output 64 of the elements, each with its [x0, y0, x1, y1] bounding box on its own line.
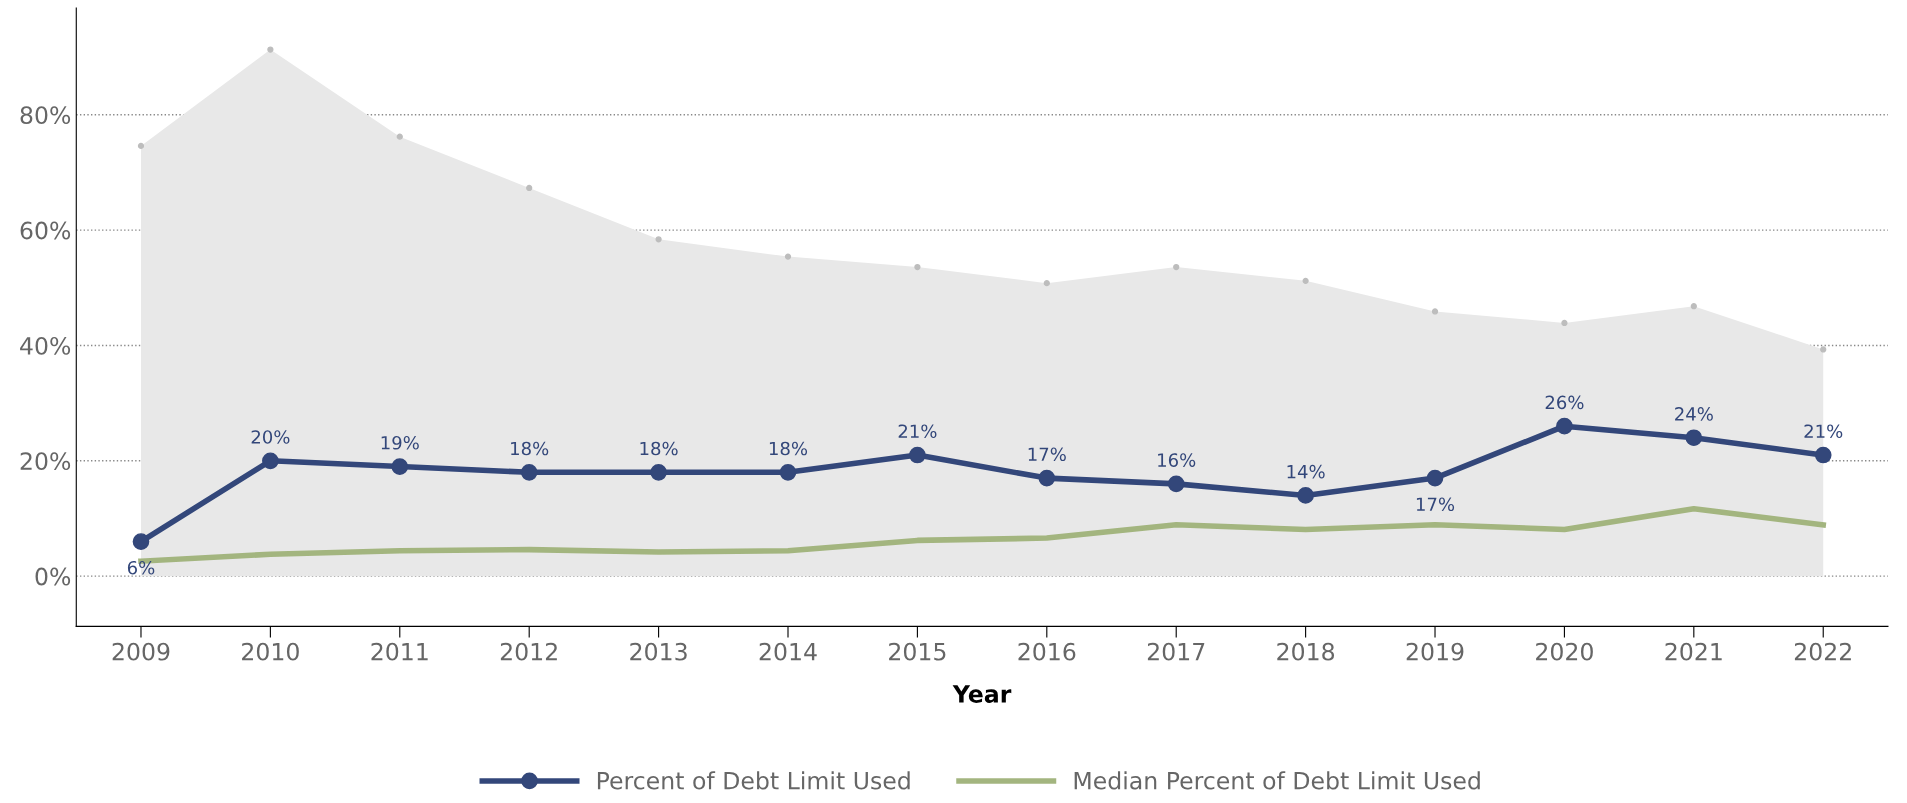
- data-label: 26%: [1545, 395, 1584, 410]
- x-tick-label: 2021: [1665, 642, 1722, 661]
- point: [1690, 303, 1697, 310]
- point: [1685, 429, 1703, 447]
- point: [1556, 417, 1573, 435]
- point: [1814, 446, 1832, 464]
- y-tick-label: 80%: [20, 106, 71, 125]
- point: [1302, 277, 1309, 284]
- point: [909, 446, 926, 464]
- point: [262, 452, 279, 470]
- x-tick-label: 2018: [1277, 642, 1335, 661]
- point: [914, 263, 921, 271]
- point: [1561, 319, 1568, 327]
- data-label: 17%: [1416, 497, 1455, 512]
- x-tick-label: 2019: [1406, 642, 1464, 661]
- x-tick-label: 2011: [371, 642, 428, 661]
- point: [1173, 263, 1180, 271]
- data-label: 21%: [898, 424, 937, 439]
- data-label: 17%: [1028, 447, 1066, 462]
- x-tick-label: 2012: [500, 642, 557, 661]
- x-tick-label: 2020: [1536, 642, 1593, 661]
- point: [784, 253, 792, 260]
- point: [132, 533, 150, 550]
- legend-label: Median Percent of Debt Limit Used: [1074, 771, 1480, 790]
- point: [526, 184, 533, 192]
- x-tick-label: 2014: [759, 642, 817, 661]
- point: [1431, 308, 1439, 315]
- y-tick-label: 40%: [20, 336, 71, 355]
- point: [779, 464, 797, 481]
- point: [1038, 469, 1056, 487]
- point: [391, 458, 409, 475]
- y-tick-label: 0%: [35, 567, 71, 586]
- data-label: 18%: [769, 441, 808, 456]
- data-label: 14%: [1287, 464, 1325, 479]
- point: [396, 133, 403, 140]
- point: [267, 46, 274, 53]
- data-label: 18%: [640, 441, 678, 456]
- x-tick-label: 2015: [889, 642, 946, 661]
- point: [1167, 475, 1185, 493]
- data-label: 21%: [1804, 424, 1843, 439]
- data-label: 6%: [127, 560, 155, 575]
- point: [1297, 487, 1314, 504]
- x-tick-label: 2013: [630, 642, 687, 661]
- point: [137, 142, 145, 150]
- x-tick-label: 2017: [1147, 642, 1205, 661]
- data-label: 24%: [1675, 407, 1713, 421]
- point: [1820, 346, 1827, 353]
- x-tick-label: 2010: [242, 642, 299, 661]
- point: [1043, 280, 1050, 287]
- y-tick-label: 20%: [20, 452, 71, 471]
- data-label: 16%: [1158, 453, 1196, 467]
- x-tick-label: 2022: [1794, 642, 1851, 661]
- data-label: 18%: [511, 441, 549, 456]
- point: [650, 464, 667, 481]
- point: [1426, 469, 1444, 487]
- legend-label: Percent of Debt Limit Used: [597, 771, 910, 790]
- y-tick-label: 60%: [20, 221, 71, 240]
- x-tick-label: 2009: [112, 642, 170, 661]
- point: [655, 236, 662, 243]
- data-label: 19%: [381, 435, 419, 450]
- data-label: 20%: [251, 430, 290, 444]
- x-tick-label: 2016: [1018, 642, 1076, 661]
- point: [520, 464, 538, 481]
- x-axis-title: Year: [952, 685, 1012, 703]
